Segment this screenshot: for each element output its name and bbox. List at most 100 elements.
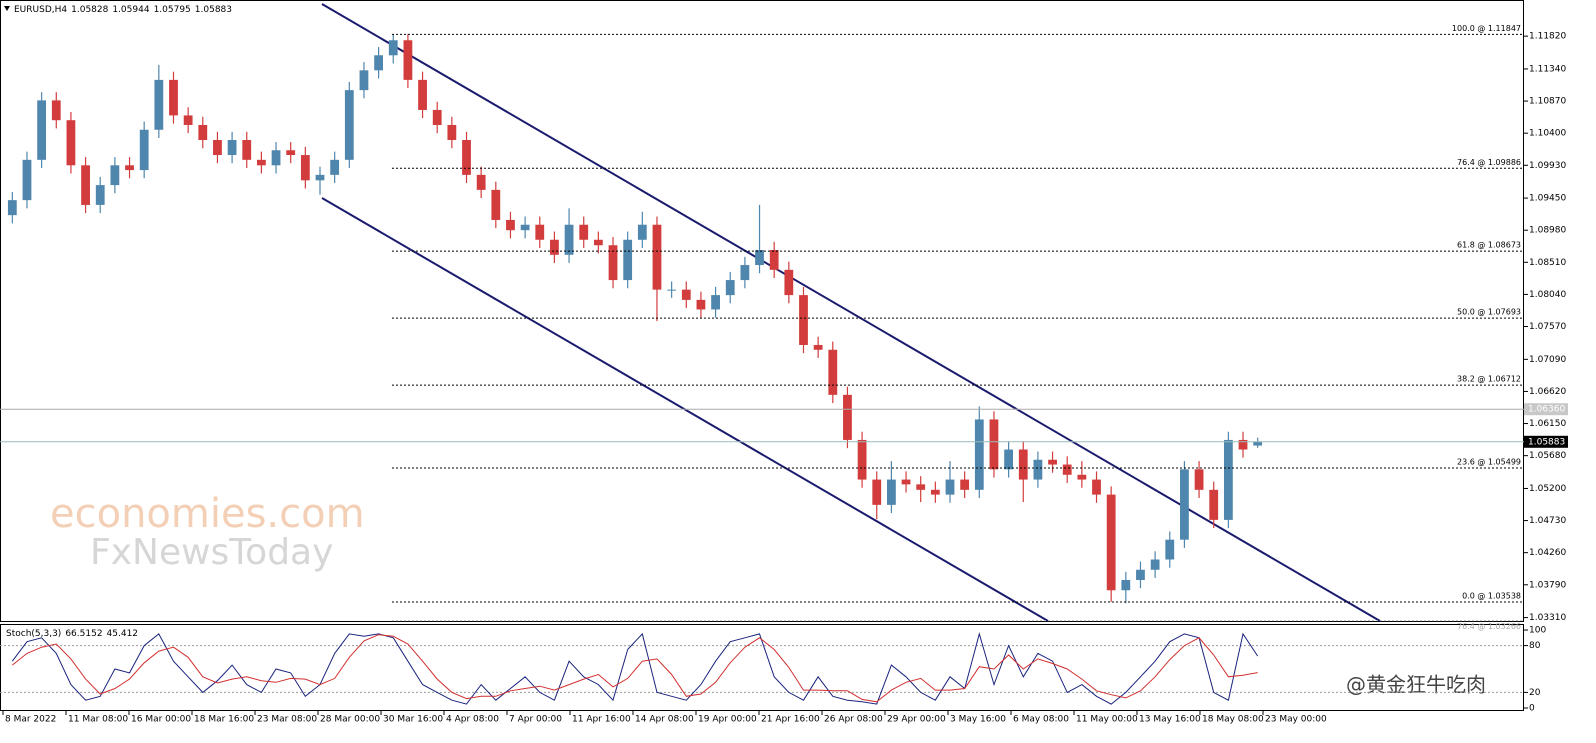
candle-body [1018,449,1028,480]
price-marker [1524,403,1568,416]
y-tick-label: 1.04730 [1529,516,1566,526]
candle-body [506,219,515,231]
candle-body [960,479,970,490]
candle-body [169,79,178,116]
y-tick-label: 1.07090 [1529,355,1566,365]
x-tick-label: 14 Apr 08:00 [635,715,694,725]
candle-body [887,479,896,505]
y-tick-label: 0 [1529,704,1535,714]
fib-label: 100.0 @ 1.11847 [1452,24,1521,33]
header-value: 1.05795 [154,5,191,15]
header-value: 1.05883 [195,5,232,15]
candle-body [696,299,706,310]
menu-arrow [4,6,10,11]
y-tick-label: 1.03790 [1529,580,1566,590]
candle-body [520,224,530,231]
header-value: 45.412 [107,629,139,639]
candle-body [432,109,442,125]
candle-body [1165,539,1175,560]
main-frame [0,0,1524,622]
y-tick-label: 1.10400 [1529,129,1566,139]
candle-body [608,245,618,281]
y-tick-label: 1.09930 [1529,161,1566,171]
candle-body [198,124,208,141]
x-tick-label: 30 Mar 16:00 [383,715,443,725]
candle-body [66,120,76,166]
candle-body [139,129,149,171]
candle-body [1253,441,1263,446]
header-value: 1.05944 [112,5,149,15]
candle-body [579,224,589,240]
fib-label: 50.0 @ 1.07693 [1457,308,1521,317]
candle-body [1209,489,1219,520]
candle-body [125,165,134,171]
candle-body [1033,459,1043,480]
candle-body [681,289,691,300]
oscillator-line [11,634,1258,703]
x-tick-label: 11 Mar 08:00 [68,715,128,725]
candle-body [872,479,882,505]
x-tick-label: 26 Apr 08:00 [824,715,883,725]
candle-body [213,140,222,156]
candle-body [95,185,105,205]
x-tick-label: 28 Mar 00:00 [320,715,380,725]
candle-body [535,224,545,240]
y-tick-label: 1.05200 [1529,484,1566,494]
candle-body [183,115,193,125]
candle-body [1180,469,1189,540]
candle-body [7,200,17,216]
candle-body [930,489,940,495]
candle-body [901,479,911,485]
candle-body [1106,494,1116,591]
candle-body [1136,569,1145,581]
header-value: 1.05828 [71,5,108,15]
y-tick-label: 1.08510 [1529,258,1566,268]
candle-body [374,55,383,71]
candle-body [315,174,325,181]
y-tick-label: 1.06150 [1529,419,1566,429]
candle-body [974,419,984,490]
x-tick-label: 16 Mar 00:00 [131,715,191,725]
candle-body [769,250,779,270]
price-marker [1524,435,1568,448]
x-tick-label: 29 Apr 00:00 [887,715,946,725]
candle-body [755,250,764,266]
candle-body [242,140,252,160]
candle-body [799,295,808,345]
candle-body [110,165,120,186]
y-tick-label: 1.08040 [1529,290,1566,300]
candle-body [711,295,720,310]
candle-body [271,150,281,166]
candle-body [1194,469,1204,490]
candle-body [403,40,413,80]
channel-upper [321,3,1381,622]
candle-body [1223,439,1233,520]
x-tick-label: 6 May 08:00 [1013,715,1069,725]
candle-body [1004,449,1013,470]
chart-header: EURUSD,H4 1.05828 1.05944 1.05795 1.05883 [14,5,232,15]
candle-body [725,280,735,296]
candle-body [462,140,471,175]
x-tick-label: 19 Apr 00:00 [698,715,757,725]
y-tick-label: 80 [1529,641,1541,651]
candle-body [667,289,677,291]
x-tick-label: 23 Mar 08:00 [257,715,317,725]
candle-body [1150,559,1160,570]
x-tick-label: 3 May 16:00 [950,715,1006,725]
y-tick-label: 1.11340 [1529,64,1566,74]
candle-body [81,165,90,205]
candle-body [652,224,662,290]
candle-body [1077,474,1087,480]
watermark: FxNewsToday [90,532,333,573]
y-tick-label: 1.09450 [1529,194,1566,204]
candle-body [257,159,266,166]
candle-body [330,159,340,175]
y-tick-label: 1.05680 [1529,451,1566,461]
fib-label: 76.4 @ 1.03266 [1457,622,1521,631]
candle-body [1238,439,1248,450]
y-tick-label: 1.03310 [1529,613,1566,623]
candle-body [989,419,999,470]
candle-body [51,100,61,121]
candle-body [828,349,838,395]
candle-body [227,140,237,156]
